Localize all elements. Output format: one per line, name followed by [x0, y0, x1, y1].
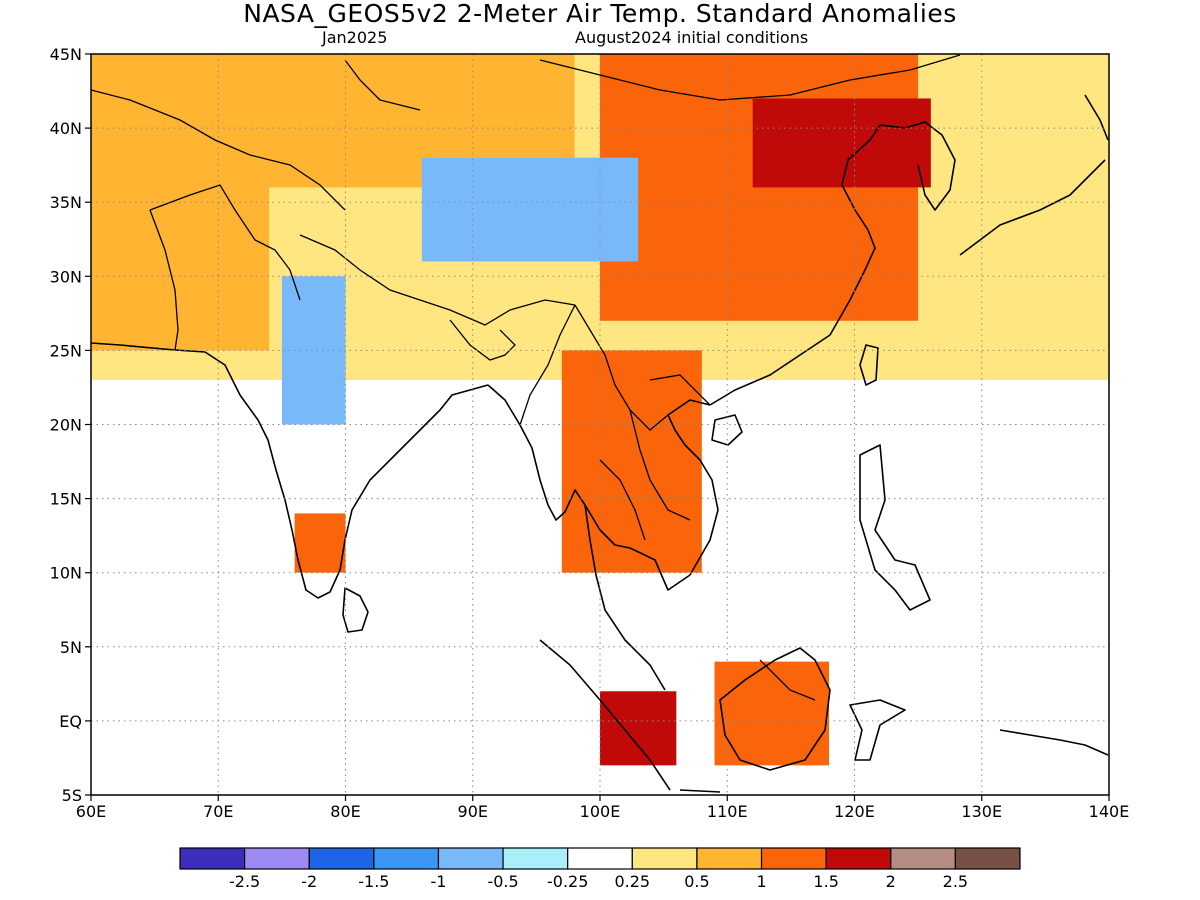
- lat-label: 5N: [60, 638, 82, 657]
- initial-conditions: August2024 initial conditions: [575, 28, 809, 47]
- coastline-malay-peninsula: [584, 504, 666, 691]
- anomaly-region-4: [752, 98, 931, 188]
- lat-label: 20N: [50, 416, 82, 435]
- anomaly-region-2: [91, 157, 270, 351]
- border-borneo-split: [759, 659, 816, 701]
- border-thailand-cambodia: [599, 459, 646, 541]
- colorbar-swatch: [825, 847, 892, 870]
- coastline-srilanka: [342, 587, 369, 633]
- axis-ticks: [85, 53, 1110, 801]
- lat-label: 40N: [50, 119, 82, 138]
- coastline-java: [679, 789, 721, 793]
- forecast-month: Jan2025: [322, 28, 388, 47]
- border-india-burma: [519, 304, 576, 426]
- border-afghanistan-pakistan: [149, 184, 301, 301]
- colorbar-label: 0.5: [684, 872, 709, 891]
- colorbar-label: 1.5: [813, 872, 838, 891]
- lon-label: 70E: [203, 802, 233, 821]
- coastline-borneo: [719, 647, 831, 771]
- coastline-philippines: [859, 444, 931, 611]
- lon-label: 60E: [76, 802, 106, 821]
- colorbar-label: 2.5: [943, 872, 968, 891]
- border-iran-pakistan: [149, 209, 179, 351]
- colorbar-swatch: [437, 847, 504, 870]
- lat-label: 25N: [50, 341, 82, 360]
- lat-label: 10N: [50, 564, 82, 583]
- coastline-china: [709, 124, 881, 406]
- anomaly-region-6: [281, 276, 346, 425]
- coastline-sumatra: [539, 639, 671, 791]
- anomaly-region-5: [421, 157, 639, 262]
- lat-label: 30N: [50, 267, 82, 286]
- lat-label: 15N: [50, 490, 82, 509]
- longitude-labels: 60E 70E 80E 90E 100E 110E 120E 130E 140E: [76, 802, 1130, 821]
- chart-title: NASA_GEOS5v2 2-Meter Air Temp. Standard …: [243, 0, 957, 28]
- lat-label: 45N: [50, 45, 82, 64]
- colorbar-swatch: [954, 847, 1021, 870]
- colorbar-swatch: [308, 847, 375, 870]
- colorbar-swatch: [567, 847, 633, 870]
- colorbar-swatch: [631, 847, 698, 870]
- border-central-asia: [91, 89, 346, 211]
- colorbar-swatch: [696, 847, 763, 870]
- border-laos-vietnam: [629, 409, 691, 521]
- lon-label: 120E: [834, 802, 875, 821]
- coastline-sulawesi: [849, 699, 906, 761]
- lat-label: EQ: [59, 712, 82, 731]
- border-bangladesh: [449, 319, 516, 361]
- anomaly-region-10: [600, 691, 677, 766]
- border-himalaya: [299, 234, 576, 326]
- border-china-north: [539, 54, 961, 101]
- colorbar-label: -2: [301, 872, 317, 891]
- colorbar-label: -1.5: [358, 872, 389, 891]
- lat-label: 35N: [50, 193, 82, 212]
- colorbar-swatch: [373, 847, 440, 870]
- anomaly-region-8: [561, 350, 702, 573]
- border-burma-thailand: [574, 304, 669, 431]
- colorbar-label: -0.25: [547, 872, 588, 891]
- lon-label: 80E: [330, 802, 360, 821]
- country-borders: [91, 54, 961, 701]
- lon-label: 110E: [707, 802, 748, 821]
- latitude-labels: 45N 40N 35N 30N 25N 20N 15N 10N 5N EQ 5S: [50, 45, 82, 805]
- coastline-new-guinea: [999, 729, 1109, 756]
- colorbar-swatch: [890, 847, 956, 870]
- coastline-india-arabia: [91, 342, 489, 599]
- colorbar: -2.5 -2 -1.5 -1 -0.5 -0.25 0.25 0.5 1 1.5 2 2.5: [179, 847, 1021, 891]
- border-china-vietnam: [649, 374, 711, 406]
- gridlines: [91, 54, 1109, 795]
- lon-label: 100E: [580, 802, 621, 821]
- colorbar-label: -1: [430, 872, 446, 891]
- anomaly-region-7: [294, 513, 346, 573]
- colorbar-swatch: [502, 847, 569, 870]
- coastline-korea: [879, 121, 956, 211]
- colorbar-swatch: [179, 847, 246, 870]
- colorbar-label: -0.5: [487, 872, 518, 891]
- colorbar-label: -2.5: [229, 872, 260, 891]
- lon-label: 90E: [458, 802, 488, 821]
- lon-label: 140E: [1089, 802, 1130, 821]
- anomaly-fields: [91, 54, 1109, 766]
- coastline-hainan: [711, 414, 743, 446]
- colorbar-label: 2: [886, 872, 896, 891]
- colorbar-label: 0.25: [614, 872, 650, 891]
- lon-label: 130E: [961, 802, 1002, 821]
- lat-label: 5S: [62, 786, 82, 805]
- border-mongolia: [344, 59, 421, 111]
- colorbar-label: 1: [756, 872, 766, 891]
- colorbar-swatch: [244, 847, 310, 870]
- colorbar-swatch: [760, 847, 827, 870]
- coastline-taiwan: [859, 344, 879, 386]
